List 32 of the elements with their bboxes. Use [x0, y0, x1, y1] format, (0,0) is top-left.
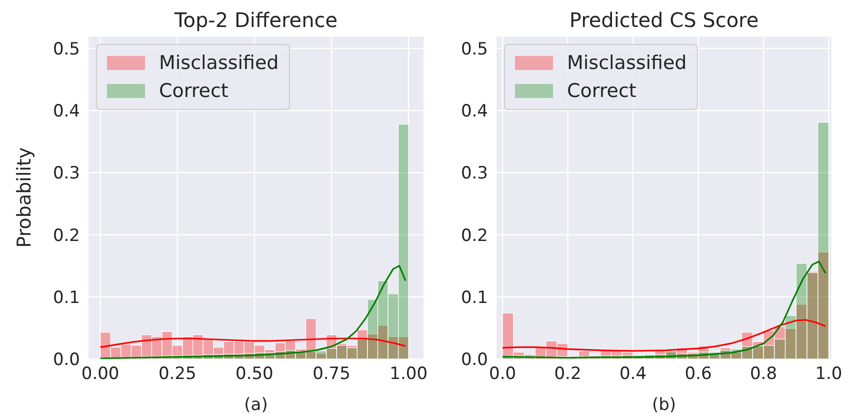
y-tick-label: 0.4 — [52, 102, 80, 122]
y-tick-label: 0.2 — [460, 226, 488, 246]
x-tick-label: 0.25 — [158, 364, 196, 384]
y-tick-label: 0.1 — [52, 288, 80, 308]
y-tick-label: 0.1 — [460, 288, 488, 308]
x-tick-label: 0.4 — [619, 364, 647, 384]
x-tick-label: 1.0 — [815, 364, 842, 384]
y-tick-label: 0.5 — [52, 39, 80, 60]
y-tick-label: 0.3 — [52, 164, 80, 184]
legend-label: Misclassified — [567, 52, 687, 74]
x-tick-label: 0.8 — [750, 364, 778, 384]
x-tick-label: 0.6 — [684, 364, 712, 384]
x-axis-title: (b) — [652, 395, 676, 415]
x-tick-label: 0.2 — [554, 364, 582, 384]
x-tick-label: 0.75 — [312, 364, 350, 384]
y-tick-label: 0.0 — [460, 350, 488, 370]
x-axis-title: (a) — [244, 395, 268, 415]
legend-label: Correct — [567, 80, 636, 102]
chart-title: Top-2 Difference — [173, 8, 339, 32]
y-tick-label: 0.3 — [460, 164, 488, 184]
x-tick-label: 1.00 — [390, 364, 428, 384]
legend-label: Correct — [159, 80, 228, 102]
y-tick-label: 0.0 — [52, 350, 80, 370]
y-axis-title: Probability — [14, 147, 36, 248]
x-tick-label: 0.00 — [81, 364, 120, 384]
legend-label: Misclassified — [159, 52, 279, 74]
x-tick-label: 0.0 — [489, 364, 516, 384]
x-tick-label: 0.50 — [236, 364, 274, 384]
chart-title: Predicted CS Score — [568, 8, 760, 32]
y-tick-label: 0.5 — [460, 39, 488, 60]
y-tick-label: 0.4 — [460, 102, 488, 122]
y-tick-label: 0.2 — [52, 226, 80, 246]
